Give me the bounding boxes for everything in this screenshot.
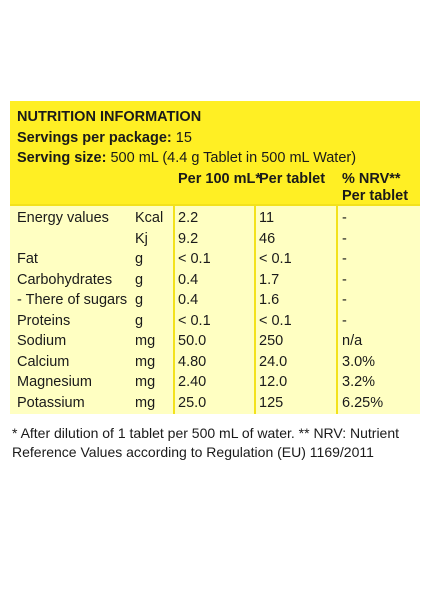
- serving-size: Serving size: 500 mL (4.4 g Tablet in 50…: [17, 148, 420, 168]
- value-per-100ml: 0.4: [178, 271, 199, 288]
- nutrient-name: Magnesium: [17, 374, 92, 390]
- nutrient-name: Calcium: [17, 353, 70, 370]
- value-per-tablet: < 0.1: [259, 312, 292, 329]
- nutrient-name: - There of sugars: [17, 292, 128, 308]
- column-header-nrv: % NRV**: [342, 171, 401, 187]
- nutrition-table-body: Energy values Kcal 2.2 11 - Kj 9.2 46 - Fat g < 0.1…: [10, 204, 420, 414]
- nutrient-unit: Kj: [135, 230, 148, 247]
- value-per-100ml: 50.0: [178, 333, 207, 349]
- value-per-tablet: 1.6: [259, 292, 280, 308]
- value-per-tablet: < 0.1: [259, 251, 292, 267]
- table-row: Calcium mg 4.80 24.0 3.0%: [10, 352, 420, 372]
- nutrient-name: Proteins: [17, 312, 71, 329]
- value-per-100ml: 4.80: [178, 353, 207, 370]
- nutrient-unit: mg: [135, 353, 156, 370]
- value-per-tablet: 125: [259, 394, 284, 411]
- value-per-tablet: 11: [259, 210, 275, 226]
- value-nrv: 3.0%: [342, 353, 376, 370]
- nutrient-unit: g: [135, 271, 144, 288]
- table-row: Carbohydrates g 0.4 1.7 -: [10, 270, 420, 290]
- nutrient-unit: g: [135, 251, 144, 267]
- value-nrv: -: [342, 292, 347, 308]
- servings-per-package: Servings per package: 15: [17, 128, 420, 148]
- nutrition-header: NUTRITION INFORMATION Servings per packa…: [10, 101, 420, 204]
- value-per-100ml: 0.4: [178, 292, 199, 308]
- nutrient-name: Fat: [17, 251, 38, 267]
- value-per-tablet: 24.0: [259, 353, 288, 370]
- table-row: Proteins g < 0.1 < 0.1 -: [10, 311, 420, 331]
- value-nrv: n/a: [342, 333, 363, 349]
- value-per-100ml: 9.2: [178, 230, 199, 247]
- serving-size-label: Serving size:: [17, 150, 107, 166]
- nutrient-name: Potassium: [17, 394, 85, 411]
- value-nrv: -: [342, 251, 347, 267]
- table-row: Sodium mg 50.0 250 n/a: [10, 331, 420, 351]
- table-row: Fat g < 0.1 < 0.1 -: [10, 249, 420, 269]
- value-per-tablet: 46: [259, 230, 276, 247]
- value-per-tablet: 12.0: [259, 374, 288, 390]
- table-row: Kj 9.2 46 -: [10, 229, 420, 249]
- value-per-100ml: < 0.1: [178, 312, 211, 329]
- nutrient-unit: g: [135, 292, 144, 308]
- column-header-per-tablet: Per tablet: [259, 171, 326, 187]
- value-nrv: -: [342, 230, 347, 247]
- column-divider: [173, 204, 175, 414]
- nutrition-panel: NUTRITION INFORMATION Servings per packa…: [10, 101, 420, 414]
- nutrient-unit: Kcal: [135, 210, 164, 226]
- nutrient-name: Carbohydrates: [17, 271, 113, 288]
- value-nrv: -: [342, 271, 347, 288]
- value-per-100ml: < 0.1: [178, 251, 211, 267]
- value-per-100ml: 2.2: [178, 210, 199, 226]
- table-row: - There of sugars g 0.4 1.6 -: [10, 290, 420, 310]
- table-row: Potassium mg 25.0 125 6.25%: [10, 393, 420, 413]
- nutrient-unit: mg: [135, 394, 156, 411]
- nutrient-name: Sodium: [17, 333, 67, 349]
- header-divider: [10, 204, 420, 206]
- nutrition-title: NUTRITION INFORMATION: [17, 109, 202, 125]
- value-nrv: -: [342, 312, 347, 329]
- footnote: * After dilution of 1 tablet per 500 mL …: [12, 425, 400, 460]
- nutrient-unit: mg: [135, 333, 156, 349]
- value-per-100ml: 25.0: [178, 394, 207, 411]
- value-nrv: -: [342, 210, 347, 226]
- column-divider: [254, 204, 256, 414]
- column-header-per-100ml: Per 100 mL*: [178, 171, 262, 187]
- value-per-100ml: 2.40: [178, 374, 207, 390]
- nutrient-name: Energy values: [17, 210, 109, 226]
- column-divider: [336, 204, 338, 414]
- value-nrv: 6.25%: [342, 394, 384, 411]
- table-row: Energy values Kcal 2.2 11 -: [10, 208, 420, 228]
- servings-value: 15: [175, 130, 192, 146]
- value-nrv: 3.2%: [342, 374, 376, 390]
- serving-size-value: 500 mL (4.4 g Tablet in 500 mL Water): [110, 150, 357, 166]
- nutrient-unit: g: [135, 312, 144, 329]
- column-header-nrv-per-tablet: Per tablet: [342, 188, 409, 204]
- servings-label: Servings per package:: [17, 130, 172, 146]
- nutrient-unit: mg: [135, 374, 156, 390]
- value-per-tablet: 250: [259, 333, 284, 349]
- table-row: Magnesium mg 2.40 12.0 3.2%: [10, 372, 420, 392]
- value-per-tablet: 1.7: [259, 271, 280, 288]
